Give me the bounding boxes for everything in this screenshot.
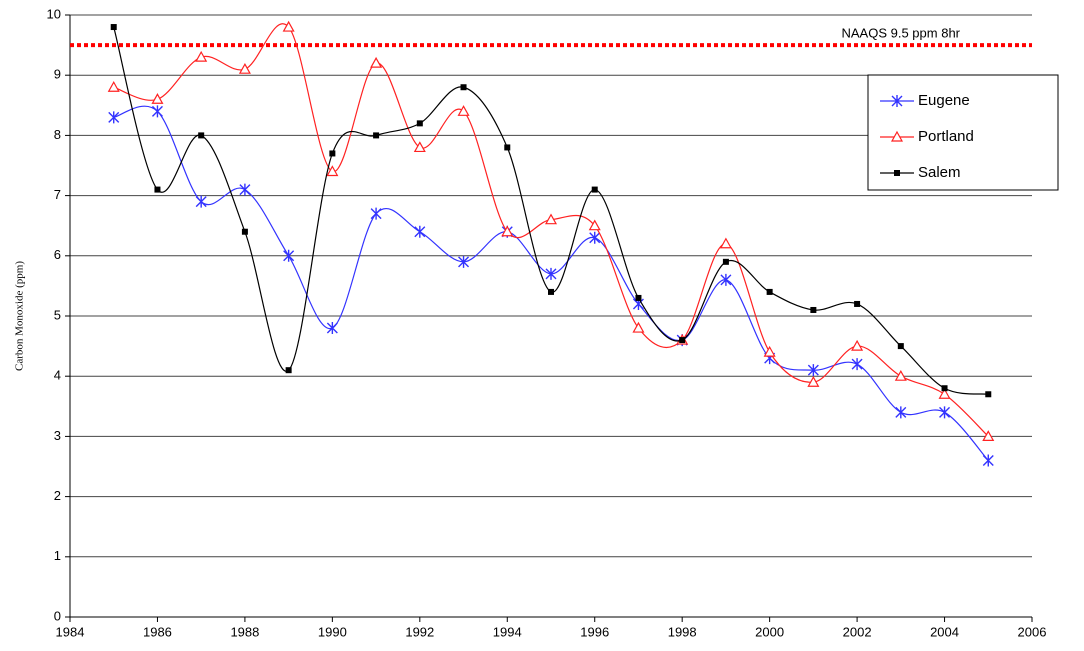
marker [195, 50, 208, 62]
marker [894, 369, 907, 381]
marker [283, 249, 295, 262]
marker [370, 207, 382, 220]
marker [326, 322, 338, 335]
marker [894, 170, 900, 176]
legend-label: Eugene [918, 92, 970, 109]
marker [370, 56, 383, 68]
x-tick-label: 1990 [318, 624, 347, 639]
marker [766, 288, 773, 295]
x-tick-label: 2004 [930, 624, 959, 639]
reference-label: NAAQS 9.5 ppm 8hr [842, 26, 961, 41]
y-tick-label: 8 [54, 127, 61, 142]
marker [939, 406, 951, 419]
marker [285, 367, 292, 374]
series-line [113, 23, 989, 437]
y-tick-label: 10 [47, 6, 61, 21]
marker [591, 186, 598, 193]
marker [895, 406, 907, 419]
marker [810, 306, 817, 313]
legend-label: Portland [918, 128, 974, 145]
marker [414, 225, 426, 238]
legend-label: Salem [918, 164, 961, 181]
marker [851, 339, 864, 351]
marker [632, 321, 645, 333]
series-line [113, 105, 989, 461]
marker [329, 150, 336, 157]
x-tick-label: 1998 [668, 624, 697, 639]
marker [720, 273, 732, 286]
y-tick-label: 1 [54, 548, 61, 563]
marker [238, 62, 251, 74]
legend: Eugene Portland Salem [867, 74, 1059, 191]
marker [282, 20, 295, 32]
marker [588, 219, 601, 231]
y-tick-label: 7 [54, 187, 61, 202]
marker [239, 183, 251, 196]
y-tick-label: 5 [54, 307, 61, 322]
marker [548, 288, 554, 295]
marker [110, 24, 117, 31]
marker [241, 228, 248, 235]
y-axis-label: Carbon Monoxide (ppm) [14, 261, 26, 371]
x-tick-label: 1996 [580, 624, 609, 639]
marker [807, 375, 820, 387]
x-tick-label: 1984 [56, 624, 85, 639]
marker [108, 111, 120, 124]
marker [460, 84, 467, 91]
y-tick-label: 9 [54, 67, 61, 82]
marker [854, 300, 861, 307]
marker [107, 81, 120, 92]
marker [890, 130, 904, 142]
marker [195, 195, 207, 208]
y-tick-label: 6 [54, 247, 61, 262]
x-tick-label: 2006 [1018, 624, 1047, 639]
marker [851, 358, 863, 371]
marker [985, 391, 992, 398]
marker [544, 213, 558, 225]
marker [151, 93, 164, 104]
marker [897, 343, 904, 350]
marker [941, 385, 948, 392]
marker [504, 144, 511, 151]
marker [413, 141, 426, 153]
marker [635, 294, 642, 301]
marker [722, 258, 729, 265]
marker [589, 231, 601, 244]
marker [807, 364, 819, 377]
marker [719, 237, 732, 249]
x-tick-label: 1986 [143, 624, 172, 639]
x-tick-label: 2002 [843, 624, 872, 639]
marker [982, 430, 995, 441]
y-tick-label: 0 [54, 608, 61, 623]
marker [545, 267, 557, 280]
marker [763, 345, 776, 357]
marker [416, 120, 423, 127]
x-tick-label: 1994 [493, 624, 522, 639]
x-tick-label: 2000 [755, 624, 784, 639]
marker [154, 186, 161, 193]
marker [326, 165, 339, 177]
y-tick-label: 2 [54, 488, 61, 503]
marker [938, 388, 951, 399]
x-tick-label: 1992 [405, 624, 434, 639]
marker [373, 132, 380, 139]
marker [891, 95, 903, 107]
y-tick-label: 3 [54, 428, 61, 443]
marker [458, 255, 470, 268]
marker [501, 225, 514, 237]
marker [151, 105, 163, 118]
marker [198, 132, 205, 139]
x-tick-label: 1988 [230, 624, 259, 639]
series-line [113, 26, 989, 395]
marker [982, 454, 994, 467]
y-tick-label: 4 [54, 368, 61, 383]
marker [457, 105, 470, 116]
marker [679, 337, 686, 344]
